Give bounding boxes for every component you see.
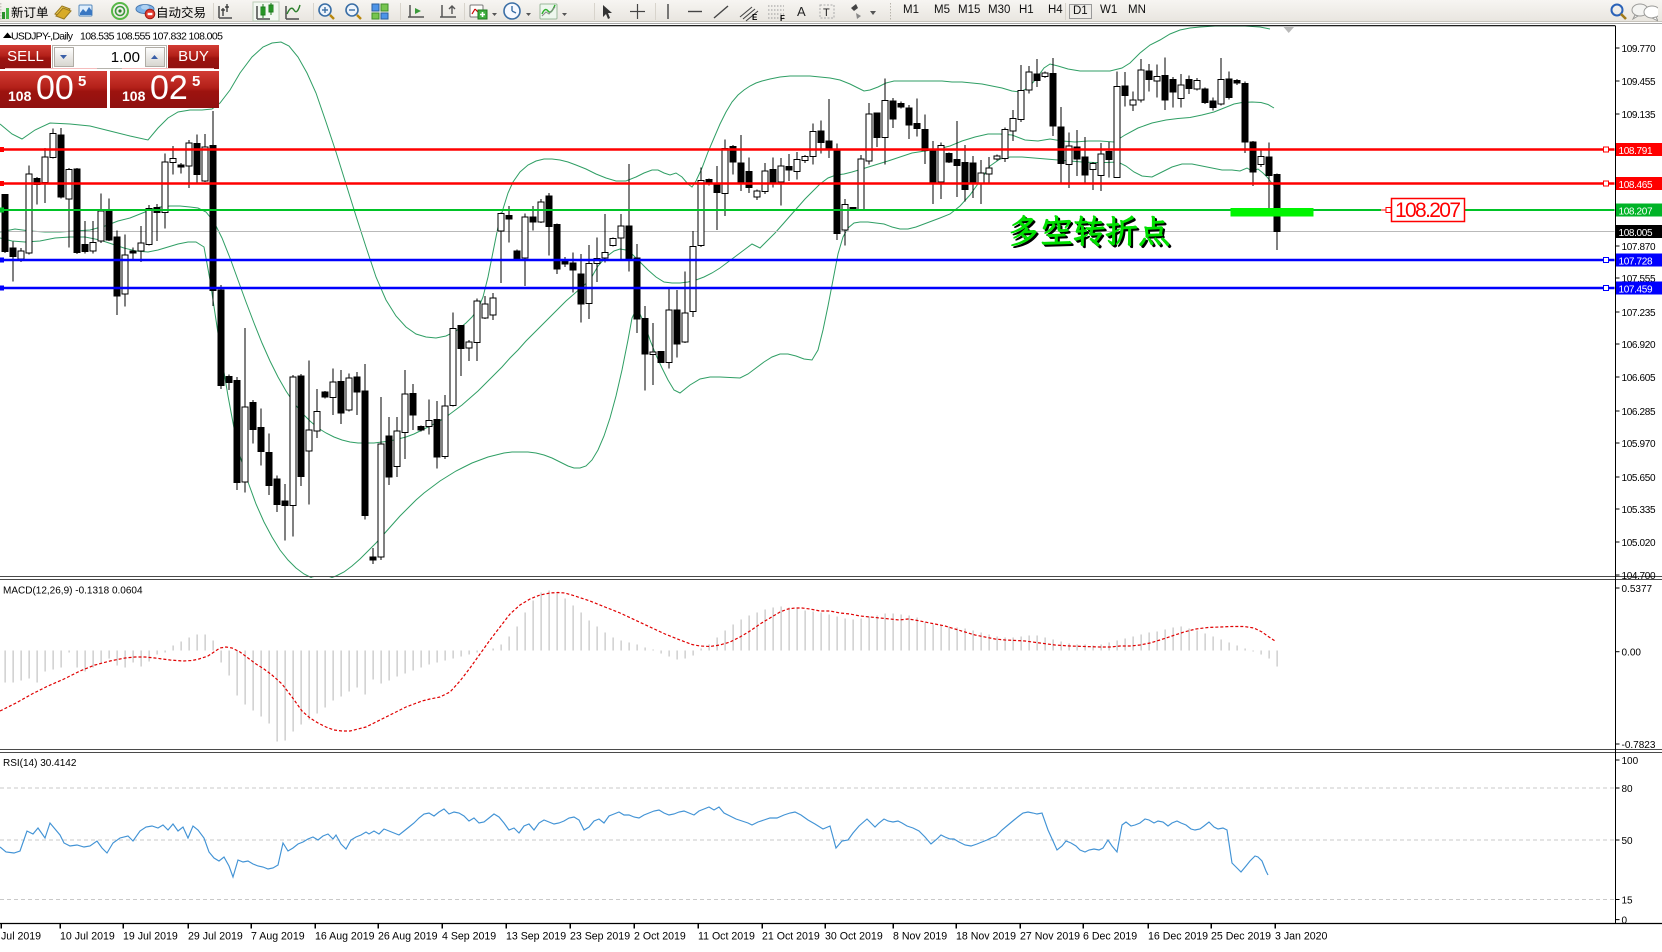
svg-text:108.535 108.555 107.832 108.00: 108.535 108.555 107.832 108.005 — [80, 31, 223, 43]
svg-text:106.605: 106.605 — [1622, 373, 1656, 384]
svg-text:13 Sep 2019: 13 Sep 2019 — [506, 931, 566, 943]
svg-text:105.020: 105.020 — [1622, 538, 1656, 549]
svg-text:7 Aug 2019: 7 Aug 2019 — [251, 931, 305, 943]
svg-text:0: 0 — [1622, 916, 1628, 927]
svg-text:108.207: 108.207 — [1395, 199, 1461, 222]
svg-text:2 Oct 2019: 2 Oct 2019 — [634, 931, 686, 943]
svg-text:MACD(12,26,9) -0.1318 0.0604: MACD(12,26,9) -0.1318 0.0604 — [3, 586, 143, 597]
svg-text:4 Sep 2019: 4 Sep 2019 — [442, 931, 496, 943]
svg-text:18 Nov 2019: 18 Nov 2019 — [956, 931, 1016, 943]
svg-text:19 Jul 2019: 19 Jul 2019 — [123, 931, 178, 943]
svg-text:21 Oct 2019: 21 Oct 2019 — [762, 931, 820, 943]
svg-text:108.207: 108.207 — [1619, 207, 1653, 218]
svg-text:109.770: 109.770 — [1622, 44, 1656, 55]
svg-text:107.728: 107.728 — [1619, 257, 1653, 268]
svg-text:109.135: 109.135 — [1622, 110, 1656, 121]
svg-text:6 Dec 2019: 6 Dec 2019 — [1083, 931, 1137, 943]
svg-text:100: 100 — [1622, 756, 1639, 767]
svg-text:RSI(14) 30.4142: RSI(14) 30.4142 — [3, 758, 77, 769]
svg-text:T: T — [823, 7, 830, 19]
svg-text:108.791: 108.791 — [1619, 146, 1653, 157]
svg-text:29 Jul 2019: 29 Jul 2019 — [188, 931, 243, 943]
svg-text:104.700: 104.700 — [1622, 571, 1656, 582]
svg-text:27 Nov 2019: 27 Nov 2019 — [1020, 931, 1080, 943]
svg-text:105.650: 105.650 — [1622, 473, 1656, 484]
svg-text:USDJPY-,Daily: USDJPY-,Daily — [11, 31, 74, 43]
svg-text:107.870: 107.870 — [1622, 242, 1656, 253]
svg-text:30 Oct 2019: 30 Oct 2019 — [825, 931, 883, 943]
svg-text:109.455: 109.455 — [1622, 77, 1656, 88]
svg-text:23 Sep 2019: 23 Sep 2019 — [570, 931, 630, 943]
svg-text:-0.7823: -0.7823 — [1622, 740, 1656, 751]
svg-text:107.459: 107.459 — [1619, 285, 1653, 296]
svg-text:0.00: 0.00 — [1622, 648, 1642, 659]
svg-text:0.5377: 0.5377 — [1622, 584, 1653, 595]
svg-text:Jul 2019: Jul 2019 — [1, 931, 41, 943]
svg-text:11 Oct 2019: 11 Oct 2019 — [698, 931, 755, 943]
svg-text:E: E — [752, 13, 758, 22]
svg-text:10 Jul 2019: 10 Jul 2019 — [60, 931, 115, 943]
svg-text:16 Dec 2019: 16 Dec 2019 — [1148, 931, 1208, 943]
svg-text:105.970: 105.970 — [1622, 439, 1656, 450]
svg-text:F: F — [780, 14, 785, 23]
svg-text:108.465: 108.465 — [1619, 180, 1653, 191]
svg-text:105.335: 105.335 — [1622, 505, 1656, 516]
svg-text:15: 15 — [1622, 896, 1634, 907]
svg-text:106.920: 106.920 — [1622, 340, 1656, 351]
svg-text:3 Jan 2020: 3 Jan 2020 — [1275, 931, 1328, 943]
svg-text:106.285: 106.285 — [1622, 407, 1656, 418]
svg-text:A: A — [797, 4, 806, 19]
svg-text:50: 50 — [1622, 836, 1634, 847]
svg-text:107.235: 107.235 — [1622, 308, 1656, 319]
svg-text:26 Aug 2019: 26 Aug 2019 — [378, 931, 438, 943]
svg-text:107.555: 107.555 — [1622, 274, 1656, 285]
svg-text:16 Aug 2019: 16 Aug 2019 — [315, 931, 375, 943]
svg-text:25 Dec 2019: 25 Dec 2019 — [1211, 931, 1271, 943]
svg-text:8 Nov 2019: 8 Nov 2019 — [893, 931, 947, 943]
svg-text:80: 80 — [1622, 784, 1634, 795]
svg-text:108.005: 108.005 — [1619, 228, 1653, 239]
